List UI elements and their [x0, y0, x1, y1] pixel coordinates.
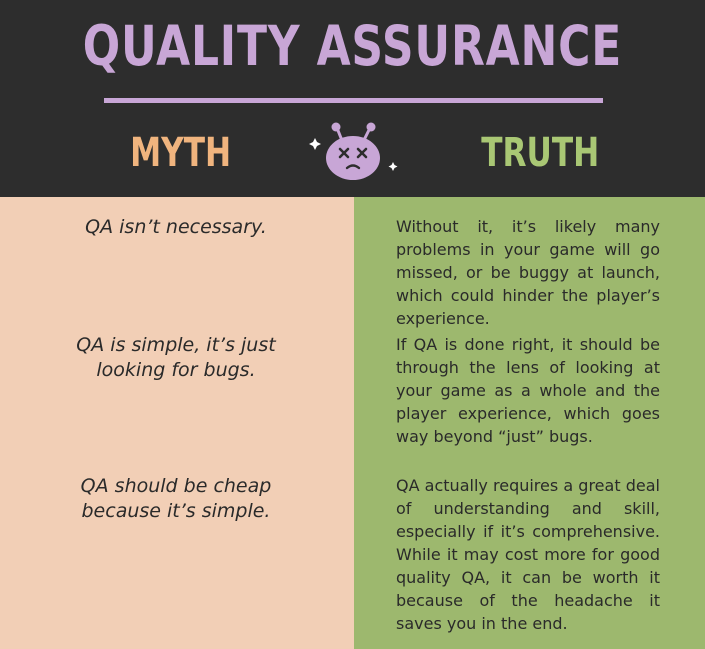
myth-1: QA isn’t necessary.: [85, 216, 267, 238]
sparkle-icon: [309, 138, 321, 150]
page-title: QUALITY ASSURANCE: [82, 14, 623, 78]
dizzy-bug-face-icon: [309, 122, 398, 180]
truth-panel: [354, 197, 705, 649]
truth-1: Without it, it’s likely many problems in…: [396, 217, 660, 328]
myth-3: QA should be cheap because it’s simple.: [80, 475, 272, 522]
truth-2: If QA is done right, it should be throug…: [396, 335, 660, 446]
myth-heading: MYTH: [130, 130, 232, 176]
myth-2: QA is simple, it’s just looking for bugs…: [76, 334, 276, 381]
myth-panel: [0, 197, 354, 649]
header-banner: QUALITY ASSURANCE MYTH TRUTH: [0, 0, 705, 197]
title-underline: [104, 98, 603, 103]
truth-heading: TRUTH: [481, 130, 600, 176]
truth-3: QA actually requires a great deal of und…: [396, 476, 660, 633]
sparkle-icon: [388, 162, 398, 171]
